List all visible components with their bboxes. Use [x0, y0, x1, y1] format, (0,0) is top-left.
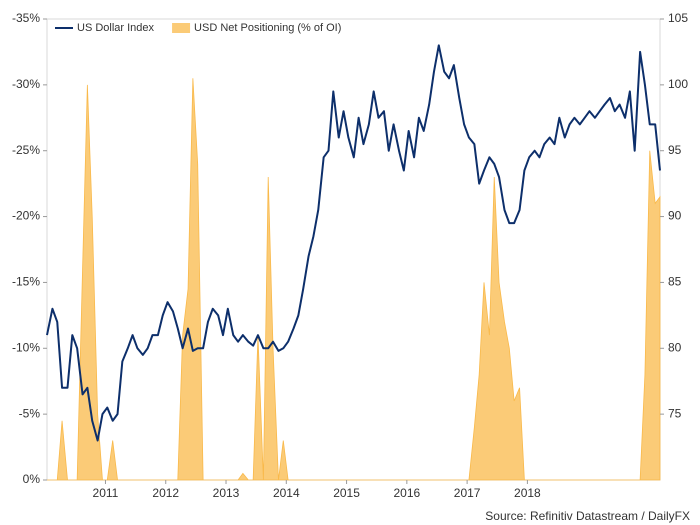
y-tick-label: 0% [23, 472, 41, 486]
y2-tick-label: 100 [668, 77, 688, 91]
source-note: Source: Refinitiv Datastream / DailyFX [485, 509, 690, 523]
y2-tick-label: 105 [668, 11, 688, 25]
y2-tick-label: 80 [668, 340, 682, 354]
legend-label: USD Net Positioning (% of OI) [194, 22, 341, 34]
y2-tick-label: 75 [668, 406, 682, 420]
y-tick-label: -10% [12, 340, 40, 354]
x-tick-label: 2013 [213, 486, 240, 500]
net-positioning-area [47, 78, 661, 481]
legend-swatch [172, 23, 191, 33]
legend: US Dollar Index USD Net Positioning (% of… [55, 22, 341, 34]
x-tick-label: 2016 [393, 486, 420, 500]
y-tick-label: -30% [12, 77, 40, 91]
x-tick-label: 2014 [273, 486, 300, 500]
legend-label: US Dollar Index [77, 22, 155, 34]
y2-tick-label: 85 [668, 275, 682, 289]
y-tick-label: -15% [12, 275, 40, 289]
dollar-index-line [46, 44, 661, 442]
y-tick-label: -35% [12, 11, 40, 25]
y2-tick-label: 95 [668, 143, 682, 157]
x-tick-label: 2017 [454, 486, 481, 500]
y-tick-label: -20% [12, 209, 40, 223]
x-tick-label: 2015 [333, 486, 360, 500]
y2-tick-label: 90 [668, 209, 682, 223]
y-tick-label: -5% [19, 406, 41, 420]
x-tick-label: 2018 [514, 486, 541, 500]
data-layer [46, 44, 661, 481]
y-tick-label: -25% [12, 143, 40, 157]
x-tick-label: 2012 [152, 486, 179, 500]
plot-frame [46, 18, 661, 481]
x-tick-label: 2011 [93, 486, 119, 500]
